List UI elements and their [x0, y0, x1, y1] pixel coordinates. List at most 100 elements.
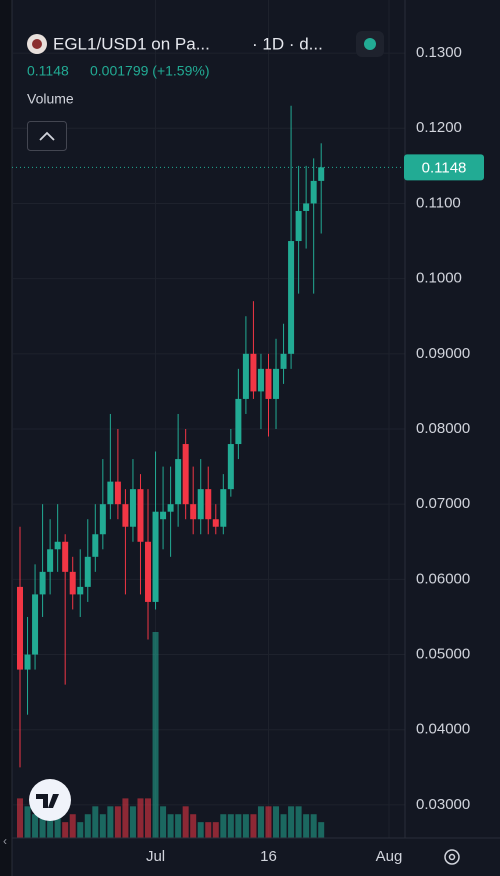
volume-bar — [114, 806, 121, 838]
header-change: 0.001799 (+1.59%) — [90, 63, 209, 79]
last-price-tag — [404, 154, 484, 181]
volume-bar — [250, 814, 257, 838]
candle-body — [137, 489, 144, 542]
last-price-label: 0.1148 — [422, 159, 467, 176]
y-tick-label: 0.05000 — [416, 646, 470, 663]
y-tick-label: 0.07000 — [416, 495, 470, 512]
y-tick-label: 0.06000 — [416, 570, 470, 587]
volume-bar — [32, 814, 39, 838]
tv-logo[interactable] — [29, 779, 71, 821]
y-tick-label: 0.1300 — [416, 44, 462, 61]
candle-body — [175, 459, 182, 505]
y-tick-label: 0.03000 — [416, 796, 470, 813]
volume-bar — [17, 798, 23, 838]
candle-body — [257, 368, 264, 392]
candle-body — [114, 481, 121, 505]
candle-body — [62, 541, 69, 572]
volume-bar — [303, 814, 310, 838]
x-tick-label: Aug — [376, 848, 403, 865]
candle-body — [167, 504, 174, 512]
y-tick-label: 0.08000 — [416, 420, 470, 437]
volume-bar — [280, 814, 287, 838]
volume-bar — [318, 822, 325, 838]
candle-body — [288, 241, 295, 354]
y-tick-label: 0.04000 — [416, 721, 470, 738]
settings-icon-center — [448, 853, 456, 861]
side-strip — [0, 0, 12, 876]
y-tick-label: 0.09000 — [416, 345, 470, 362]
candle-body — [99, 504, 106, 535]
candle-body — [227, 444, 234, 490]
candle-body — [47, 549, 54, 572]
volume-bar — [265, 806, 272, 838]
candle-body — [54, 541, 61, 550]
candle-body — [212, 519, 219, 527]
candle-body — [107, 481, 114, 505]
volume-bar — [129, 806, 136, 838]
candle-body — [310, 180, 317, 204]
interval[interactable]: · 1D · d... — [252, 34, 323, 53]
candle-body — [32, 594, 39, 655]
axes: 0.03000 0.04000 0.05000 0.06000 0.07000 0.080… — [146, 44, 470, 865]
x-tick-label: Jul — [146, 848, 165, 865]
volume-bar — [24, 806, 31, 838]
volume-bar — [175, 814, 182, 838]
volume-bar — [160, 806, 167, 838]
volume-bar — [84, 814, 91, 838]
candle-body — [24, 654, 31, 670]
candle-body — [122, 504, 129, 527]
volume-label: Volume — [27, 91, 74, 107]
candle-body — [197, 489, 204, 520]
candle-body — [295, 210, 302, 242]
tv-logo-mark — [36, 794, 59, 808]
candle-body — [250, 353, 257, 392]
volume-bar — [152, 632, 159, 838]
candle-body — [69, 571, 76, 595]
candle-body — [273, 368, 280, 399]
y-tick-label: 0.1200 — [416, 119, 462, 136]
volume-bar — [288, 806, 295, 838]
volume-pane — [17, 632, 325, 838]
candle-body — [145, 541, 152, 602]
candle-body — [280, 353, 287, 369]
collapse-button[interactable] — [27, 121, 67, 151]
candle-body — [92, 534, 99, 557]
candle-body — [190, 504, 197, 520]
x-tick-label: 16 — [260, 848, 277, 865]
header-price: 0.1148 — [27, 63, 69, 79]
candle-body — [152, 511, 159, 602]
volume-bar — [62, 822, 69, 838]
volume-bar — [182, 806, 189, 838]
symbol-title[interactable]: EGL1/USD1 on Pa... — [53, 34, 210, 53]
volume-bar — [145, 798, 152, 838]
volume-bar — [242, 814, 249, 838]
collapse-chevron — [39, 131, 55, 141]
candle-body — [265, 368, 272, 399]
volume-bar — [39, 806, 46, 838]
volume-bar — [257, 806, 264, 838]
volume-bar — [205, 822, 212, 838]
settings-icon[interactable] — [444, 849, 460, 865]
candle-body — [235, 398, 242, 445]
volume-bar — [167, 814, 174, 838]
volume-bar — [273, 806, 280, 838]
candle-body — [303, 203, 310, 211]
candle-body — [318, 167, 325, 181]
volume-bar — [235, 814, 242, 838]
status-dot — [364, 38, 376, 50]
volume-bar — [54, 814, 61, 838]
volume-bar — [92, 806, 99, 838]
volume-bar — [122, 798, 129, 838]
y-tick-label: 0.1100 — [416, 194, 461, 211]
volume-bar — [77, 822, 84, 838]
volume-bar — [137, 798, 144, 838]
candles — [17, 105, 325, 768]
side-arrow[interactable]: ‹ — [3, 834, 7, 848]
candle-body — [205, 489, 212, 520]
volume-bar — [69, 814, 76, 838]
volume-bar — [295, 806, 302, 838]
candle-body — [129, 489, 136, 527]
volume-bar — [227, 814, 234, 838]
